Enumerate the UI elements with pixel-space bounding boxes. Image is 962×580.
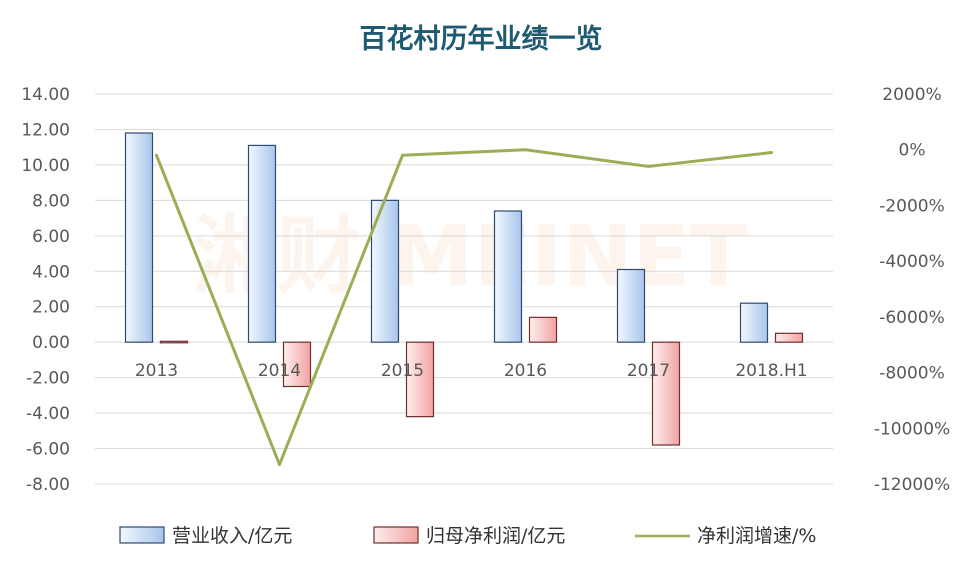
y-right-axis: 2000% 0% -2000% -4000% -6000% -8000% -10000% -1… (874, 85, 950, 495)
legend-label-growth: 净利润增速/% (697, 525, 816, 547)
growth-line (155, 148, 772, 466)
y-left-tick: -4.00 (26, 404, 70, 424)
y-left-tick: -6.00 (26, 440, 70, 460)
bar-net-profit (282, 341, 312, 388)
watermark: 湘财 MEINET (193, 207, 747, 305)
bar-revenue (616, 268, 646, 343)
growth-line-series (155, 148, 773, 466)
bar-revenue (493, 210, 523, 343)
y-left-tick: 8.00 (32, 191, 70, 211)
x-tick: 2013 (135, 361, 178, 381)
growth-point (770, 151, 773, 154)
growth-point (278, 463, 281, 466)
y-right-tick: 0% (899, 141, 926, 161)
y-right-tick: -8000% (879, 364, 945, 384)
legend-swatch-revenue (119, 526, 165, 544)
y-left-tick: 14.00 (21, 85, 70, 105)
bar-net-profit (159, 340, 189, 344)
x-tick: 2014 (258, 361, 301, 381)
y-left-tick: -2.00 (26, 369, 70, 389)
bar-net-profit (774, 332, 804, 343)
bar-revenue (124, 132, 154, 343)
y-left-tick: 6.00 (32, 227, 70, 247)
legend-label-revenue: 营业收入/亿元 (172, 525, 292, 547)
y-left-tick: -8.00 (26, 475, 70, 495)
y-right-tick: -4000% (879, 252, 945, 272)
x-tick: 2017 (627, 361, 670, 381)
bars (124, 132, 804, 446)
x-axis: 2013 2014 2015 2016 2017 2018.H1 (135, 361, 808, 381)
y-left-tick: 0.00 (32, 333, 70, 353)
bar-net-profit (405, 341, 435, 418)
legend-swatch-net-profit (373, 526, 419, 544)
y-left-tick: 4.00 (32, 262, 70, 282)
y-left-tick: 2.00 (32, 298, 70, 318)
legend-item-net-profit: 归母净利润/亿元 (373, 525, 565, 547)
y-right-tick: -6000% (879, 308, 945, 328)
x-tick: 2018.H1 (735, 361, 807, 381)
legend-item-growth: 净利润增速/% (635, 525, 816, 547)
legend: 营业收入/亿元 归母净利润/亿元 净利润增速/% (119, 525, 816, 547)
bar-revenue (739, 302, 769, 343)
y-left-tick: 10.00 (21, 156, 70, 176)
y-right-tick: 2000% (882, 85, 941, 105)
y-right-tick: -10000% (874, 419, 950, 439)
bar-net-profit (651, 341, 681, 446)
x-tick: 2016 (504, 361, 547, 381)
y-right-tick: -2000% (879, 196, 945, 216)
x-tick: 2015 (381, 361, 424, 381)
y-left-axis: 14.00 12.00 10.00 8.00 6.00 4.00 2.00 0.00 -2.00… (21, 85, 70, 495)
gridlines (95, 93, 833, 485)
legend-item-revenue: 营业收入/亿元 (119, 525, 292, 547)
growth-point (647, 164, 650, 168)
growth-point (401, 153, 404, 157)
growth-point (155, 153, 158, 157)
chart-title: 百花村历年业绩一览 (360, 23, 603, 55)
y-left-tick: 12.00 (21, 120, 70, 140)
bar-revenue (247, 144, 277, 343)
y-right-tick: -12000% (874, 475, 950, 495)
watermark-text: 湘财 MEINET (193, 207, 747, 305)
legend-label-net-profit: 归母净利润/亿元 (426, 525, 565, 547)
growth-point (524, 148, 527, 152)
bar-net-profit (528, 316, 558, 343)
